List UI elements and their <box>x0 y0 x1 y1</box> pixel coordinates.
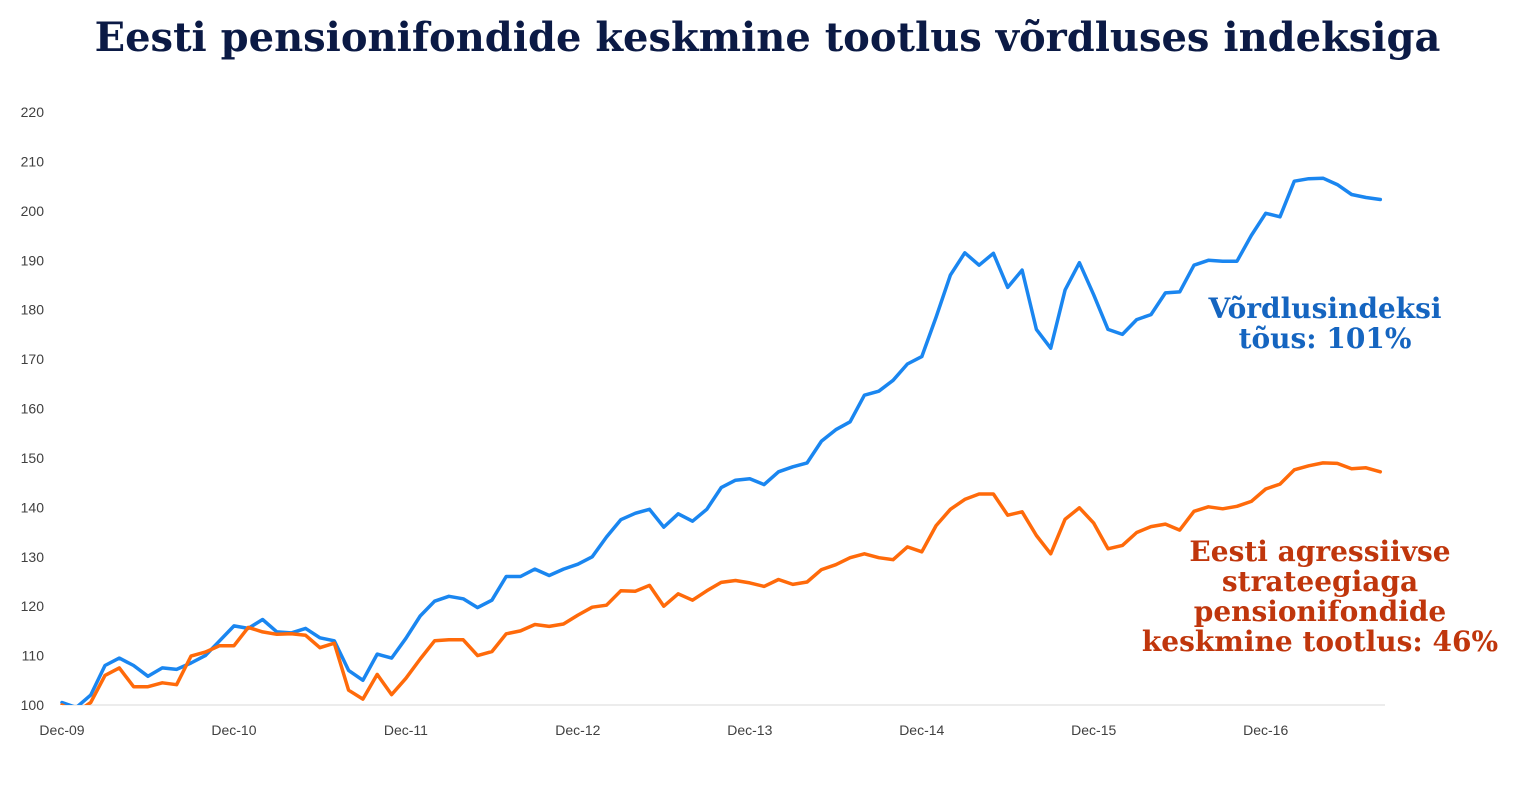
y-tick-label: 110 <box>22 648 45 664</box>
y-tick-label: 150 <box>21 450 45 466</box>
x-tick-label: Dec-13 <box>727 722 772 738</box>
y-tick-label: 220 <box>21 104 45 120</box>
x-tick-label: Dec-09 <box>39 722 84 738</box>
y-tick-label: 180 <box>21 302 45 318</box>
x-tick-label: Dec-14 <box>899 722 944 738</box>
fund-annotation-line-2: strateegiaga <box>1221 565 1419 598</box>
fund-annotation-line-4: keskmine tootlus: 46% <box>1141 625 1499 658</box>
fund-annotation-line-3: pensionifondide <box>1193 595 1447 628</box>
y-tick-label: 140 <box>21 499 45 515</box>
x-tick-label: Dec-12 <box>555 722 600 738</box>
fund-annotation-line-1: Eesti agressiivse <box>1189 535 1451 568</box>
y-tick-label: 100 <box>21 697 45 713</box>
y-tick-label: 120 <box>21 598 45 614</box>
series-line-fund <box>60 461 1383 705</box>
y-tick-label: 190 <box>21 252 45 268</box>
x-tick-label: Dec-10 <box>211 722 256 738</box>
y-tick-label: 200 <box>21 203 45 219</box>
y-tick-label: 130 <box>21 549 45 565</box>
chart-title: Eesti pensionifondide keskmine tootlus v… <box>94 14 1441 61</box>
y-tick-label: 170 <box>21 351 45 367</box>
y-tick-label: 160 <box>21 401 45 417</box>
index-annotation: Võrdlusindeksi tõus: 101% <box>1190 294 1460 354</box>
series-line-index <box>60 176 1383 705</box>
index-annotation-line-1: Võrdlusindeksi <box>1208 292 1442 325</box>
x-tick-label: Dec-15 <box>1071 722 1116 738</box>
fund-annotation: Eesti agressiivse strateegiaga pensionif… <box>1135 537 1505 657</box>
x-tick-label: Dec-16 <box>1243 722 1288 738</box>
y-tick-label: 210 <box>21 153 45 169</box>
index-annotation-line-2: tõus: 101% <box>1238 322 1412 355</box>
x-tick-label: Dec-11 <box>384 722 428 738</box>
